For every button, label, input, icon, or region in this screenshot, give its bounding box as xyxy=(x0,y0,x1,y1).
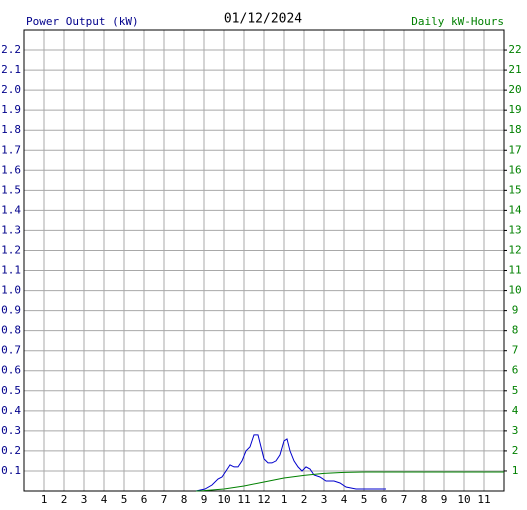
line-series xyxy=(195,471,504,492)
x-tick-label: 2 xyxy=(301,493,308,506)
y-tick-label: 0.6 xyxy=(1,364,21,377)
y2-tick-label: 21 xyxy=(508,63,521,76)
y2-tick-label: 7 xyxy=(512,344,519,357)
y-tick-label: 2.0 xyxy=(1,83,21,96)
y-tick-label: 1.0 xyxy=(1,284,21,297)
line-series xyxy=(195,434,386,492)
y-tick-label: 1.6 xyxy=(1,163,21,176)
x-tick-label: 9 xyxy=(441,493,448,506)
y-tick-label: 1.5 xyxy=(1,183,21,196)
x-tick-label: 10 xyxy=(457,493,470,506)
y-tick-label: 2.1 xyxy=(1,63,21,76)
y-tick-label: 0.4 xyxy=(1,404,21,417)
y2-tick-label: 20 xyxy=(508,83,521,96)
y2-tick-label: 8 xyxy=(512,324,519,337)
x-tick-label: 3 xyxy=(321,493,328,506)
y-tick-label: 1.7 xyxy=(1,143,21,156)
y-tick-label: 2.2 xyxy=(1,43,21,56)
x-tick-label: 5 xyxy=(121,493,128,506)
y-tick-label: 1.1 xyxy=(1,264,21,277)
x-tick-label: 6 xyxy=(381,493,388,506)
y-axis-label: Power Output (kW) xyxy=(26,15,139,28)
chart-title: 01/12/2024 xyxy=(224,12,302,27)
x-tick-label: 12 xyxy=(257,493,270,506)
y2-tick-label: 12 xyxy=(508,243,521,256)
y-tick-label: 0.2 xyxy=(1,444,21,457)
y2-tick-label: 18 xyxy=(508,123,521,136)
y2-tick-label: 16 xyxy=(508,163,521,176)
y2-tick-label: 22 xyxy=(508,43,521,56)
y2-tick-label: 11 xyxy=(508,264,521,277)
y2-tick-label: 17 xyxy=(508,143,521,156)
y2-tick-label: 14 xyxy=(508,203,522,216)
y2-axis-label: Daily kW-Hours xyxy=(411,15,504,28)
y-tick-label: 0.8 xyxy=(1,324,21,337)
x-tick-label: 11 xyxy=(477,493,490,506)
x-tick-label: 7 xyxy=(161,493,168,506)
y2-tick-label: 10 xyxy=(508,284,521,297)
x-tick-label: 6 xyxy=(141,493,148,506)
y-tick-label: 0.5 xyxy=(1,384,21,397)
x-tick-label: 1 xyxy=(41,493,48,506)
y-tick-label: 1.2 xyxy=(1,243,21,256)
y-tick-label: 0.1 xyxy=(1,464,21,477)
plot-frame xyxy=(23,29,505,492)
y2-tick-label: 2 xyxy=(512,444,519,457)
y2-tick-label: 5 xyxy=(512,384,519,397)
y-tick-label: 0.3 xyxy=(1,424,21,437)
x-tick-label: 7 xyxy=(401,493,408,506)
x-tick-label: 5 xyxy=(361,493,368,506)
y-tick-label: 0.7 xyxy=(1,344,21,357)
x-tick-label: 8 xyxy=(421,493,428,506)
x-tick-label: 10 xyxy=(217,493,230,506)
y2-tick-label: 4 xyxy=(512,404,519,417)
y-tick-label: 1.4 xyxy=(1,203,21,216)
x-tick-label: 9 xyxy=(201,493,208,506)
y2-tick-label: 1 xyxy=(512,464,519,477)
x-tick-label: 4 xyxy=(341,493,348,506)
x-tick-label: 4 xyxy=(101,493,108,506)
y-tick-label: 1.9 xyxy=(1,103,21,116)
x-tick-label: 11 xyxy=(237,493,250,506)
y2-tick-label: 3 xyxy=(512,424,519,437)
x-tick-label: 2 xyxy=(61,493,68,506)
x-tick-label: 1 xyxy=(281,493,288,506)
x-tick-label: 3 xyxy=(81,493,88,506)
y2-tick-label: 9 xyxy=(512,304,519,317)
y-tick-label: 0.9 xyxy=(1,304,21,317)
y-tick-label: 1.3 xyxy=(1,223,21,236)
y-tick-label: 1.8 xyxy=(1,123,21,136)
y2-tick-label: 19 xyxy=(508,103,521,116)
y2-tick-label: 15 xyxy=(508,183,521,196)
y2-tick-label: 6 xyxy=(512,364,519,377)
y2-tick-label: 13 xyxy=(508,223,521,236)
x-tick-label: 8 xyxy=(181,493,188,506)
